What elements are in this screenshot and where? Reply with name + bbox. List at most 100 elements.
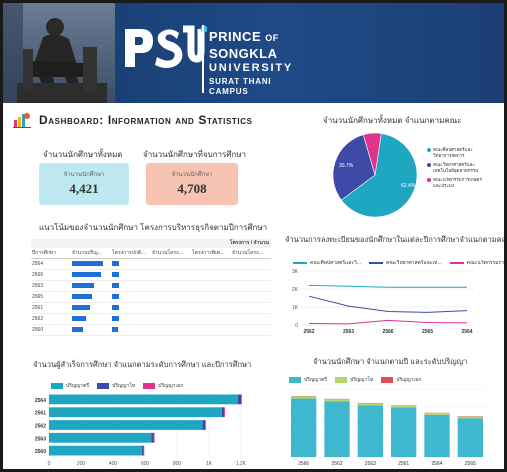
legend-swatch: [335, 377, 348, 383]
table-row[interactable]: 2562: [31, 314, 271, 325]
hbar-bar: [49, 407, 222, 418]
table-row[interactable]: 2566: [31, 270, 271, 281]
table-cell-bar: [111, 325, 151, 335]
table-row[interactable]: 2561: [31, 303, 271, 314]
hbar-bar: [221, 407, 225, 418]
students-stacked-bar-chart[interactable]: 2566 2562 2563 2561 2564 2565: [279, 387, 493, 469]
dashboard-page: PRINCE OF SONGKLA UNIVERSITY SURAT THANI…: [3, 3, 504, 469]
line-legend: คณะศิลปศาสตร์และวิ... คณะวิทยาศาสตร์และเท…: [293, 259, 504, 267]
kpi-total-title: จำนวนนักศึกษาทั้งหมด: [43, 150, 123, 159]
vbar-bar: [357, 403, 383, 406]
legend-label: คณะวิทยาศาสตร์และเท...: [386, 260, 442, 266]
logo-divider: [202, 25, 204, 93]
legend-swatch: [97, 383, 110, 389]
table-col-header[interactable]: จำนวนโครง...: [152, 250, 183, 256]
hbar-bar: [49, 394, 238, 405]
table-row[interactable]: 2565: [31, 292, 271, 303]
graduates-bar-chart[interactable]: 0 200 400 600 800 1K 1.2K 2564 2561 2562 2563 2560: [27, 391, 257, 469]
legend-item[interactable]: ปริญญาตรี: [51, 382, 89, 390]
table-col-header[interactable]: ปีการศึกษา: [32, 250, 56, 256]
kpi-total-card: จำนวนนักศึกษา 4,421: [39, 163, 129, 205]
kpi-graduated-label: จำนวนนักศึกษา: [171, 172, 213, 178]
table-cell-year: 2563: [32, 283, 44, 289]
vbar-x-tick: 2562: [331, 461, 342, 467]
table-cell-bar: [111, 270, 151, 280]
line-y-tick: 1K: [292, 305, 299, 311]
line-x-tick: 2565: [422, 329, 433, 335]
table-row[interactable]: 2564: [31, 259, 271, 270]
table-row[interactable]: 2560: [31, 325, 271, 336]
line-y-tick: 0: [295, 323, 298, 329]
pie-label-right: 62.4%: [401, 183, 416, 189]
legend-item[interactable]: ปริญญาเอก: [381, 376, 421, 384]
vbar-bar: [391, 405, 417, 408]
table-cell-bar: [71, 303, 111, 313]
legend-item[interactable]: ปริญญาเอก: [143, 382, 183, 390]
table-cell-bar: [71, 270, 111, 280]
line-x-tick: 2562: [303, 329, 314, 335]
vbar-title: จำนวนนักศึกษา จำแนกตามปี และระดับปริญญา: [313, 357, 468, 366]
legend-label: ปริญญาตรี: [304, 377, 328, 383]
line-chart-title: จำนวนการลงทะเบียนของนักศึกษาในแต่ละปีการ…: [285, 235, 504, 244]
vbar-bar: [457, 416, 483, 419]
table-data-bar: [72, 283, 94, 289]
legend-item[interactable]: คณะวิทยาศาสตร์และเท...: [369, 259, 442, 267]
table-data-bar: [112, 294, 120, 300]
pie-title: จำนวนนักศึกษาทั้งหมด จำแนกตามคณะ: [323, 116, 462, 125]
table-col-header[interactable]: จำนวนปริญ...: [72, 250, 102, 256]
table-cell-bar: [111, 259, 151, 269]
table-cell-bar: [111, 281, 151, 291]
table-data-bar: [72, 272, 101, 278]
table-data-bar: [112, 327, 118, 333]
legend-swatch: [381, 377, 394, 383]
table-cell: [231, 281, 271, 291]
table-cell-bar: [111, 303, 151, 313]
registration-line-chart[interactable]: 0 1K 2K 3K 2562 2563 2566 2565 2564: [283, 265, 483, 337]
hbar-bar: [241, 394, 242, 405]
vbar-bar: [424, 414, 450, 457]
table-col-header[interactable]: จำนวนโครง...: [232, 250, 263, 256]
table-body: 2564 2566 2563 2565 2561 2562 2560: [31, 259, 271, 336]
table-row[interactable]: 2563: [31, 281, 271, 292]
legend-item[interactable]: ปริญญาตรี: [289, 376, 327, 384]
hbar-bar: [141, 445, 144, 456]
university-header: PRINCE OF SONGKLA UNIVERSITY SURAT THANI…: [3, 3, 504, 103]
table-col-header[interactable]: โครงการพิเศ...: [192, 250, 225, 256]
vbar-bar: [291, 398, 317, 457]
hbar-bar: [143, 445, 145, 456]
hbar-bar: [205, 420, 206, 430]
table-cell: [191, 325, 231, 335]
kpi-total-label: จำนวนนักศึกษา: [63, 172, 105, 178]
hbar-bar: [224, 407, 225, 418]
kpi-total-value: 4,421: [69, 181, 99, 196]
table-cell-year: 2566: [32, 272, 44, 278]
table-data-bar: [112, 272, 120, 278]
vbar-bar: [457, 418, 483, 457]
table-cell-bar: [71, 281, 111, 291]
trend-table[interactable]: โครงการ / จำนวน ปีการศึกษา จำนวนปริญ... …: [31, 239, 271, 351]
hbar-x-tick: 1.2K: [236, 461, 247, 467]
dashboard-chart-icon: [13, 113, 31, 128]
legend-swatch: [369, 262, 383, 264]
vbar-x-tick: 2561: [398, 461, 409, 467]
faculty-pie-chart[interactable]: [329, 129, 425, 221]
table-col-header[interactable]: โครงการปกติ...: [112, 250, 146, 256]
table-cell-bar: [71, 259, 111, 269]
legend-item[interactable]: คณะศิลปศาสตร์และวิ...: [293, 259, 361, 267]
table-cell-bar: [71, 325, 111, 335]
table-data-bar: [112, 305, 120, 311]
hbar-y-tick: 2563: [35, 436, 46, 442]
table-data-bar: [112, 316, 120, 322]
legend-item[interactable]: ปริญญาโท: [97, 382, 135, 390]
line-x-tick: 2566: [382, 329, 393, 335]
table-cell: [191, 303, 231, 313]
table-cell: [231, 314, 271, 324]
line-y-tick: 2K: [292, 287, 299, 293]
legend-item[interactable]: ปริญญาโท: [335, 376, 373, 384]
table-cell-bar: [111, 292, 151, 302]
hbar-legend: ปริญญาตรี ปริญญาโท ปริญญาเอก: [51, 382, 183, 390]
legend-item[interactable]: คณะนวัตกรรมการเกษตร...: [449, 259, 504, 267]
vbar-bar: [324, 401, 350, 457]
dashboard-title: Dashboard: Information and Statistics: [39, 113, 253, 127]
table-cell: [231, 270, 271, 280]
